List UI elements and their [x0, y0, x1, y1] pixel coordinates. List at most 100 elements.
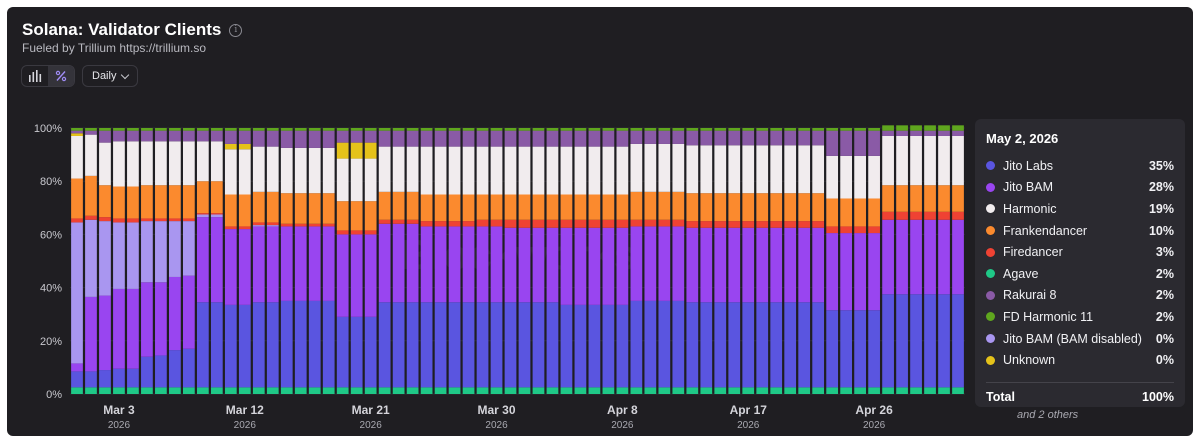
bar-segment	[490, 387, 503, 394]
bar-segment	[854, 310, 866, 388]
legend-item: Jito Labs 35%	[986, 155, 1174, 177]
bar-segment	[560, 304, 573, 388]
bar-segment	[406, 128, 419, 131]
bar-segment	[350, 201, 363, 231]
bar-segment	[560, 227, 573, 305]
bar-segment	[574, 387, 587, 394]
bar-segment	[672, 191, 685, 220]
bar-segment	[350, 316, 363, 388]
bar-segment	[812, 193, 825, 222]
bar-segment	[504, 194, 517, 220]
bar-segment	[420, 221, 433, 227]
bar-segment	[280, 223, 293, 227]
bar-segment	[210, 387, 223, 394]
bar-segment	[896, 135, 908, 186]
legend-item: Firedancer 3%	[986, 241, 1174, 263]
bar-segment	[784, 227, 797, 303]
info-icon[interactable]: i	[229, 23, 243, 37]
bar-segment	[910, 130, 922, 136]
legend-item-value: 28%	[1148, 180, 1174, 195]
bar-segment	[728, 221, 741, 228]
bar-segment	[588, 130, 601, 147]
bar-segment	[308, 130, 321, 148]
bar-segment	[266, 225, 279, 227]
bar-segment	[169, 130, 181, 142]
bar-segment	[448, 387, 461, 394]
bar-segment	[924, 135, 936, 186]
bar-column	[141, 128, 153, 394]
x-tick-year: 2026	[234, 420, 257, 431]
bar-segment	[141, 130, 153, 142]
bar-column	[700, 128, 713, 394]
tooltip-items: Jito Labs 35% Jito BAM 28% Harmonic 19% Franke…	[986, 155, 1174, 371]
bar-column	[882, 125, 894, 394]
bar-segment	[490, 219, 503, 227]
bar-segment	[630, 130, 643, 144]
bar-segment	[756, 302, 769, 388]
bar-segment	[322, 387, 335, 394]
bar-segment	[644, 191, 657, 220]
bar-segment	[616, 194, 629, 220]
interval-dropdown[interactable]: Daily	[82, 65, 139, 87]
bar-segment	[364, 316, 377, 388]
bar-segment	[169, 221, 181, 277]
bar-segment	[252, 128, 265, 131]
bar-segment	[420, 128, 433, 131]
bar-column	[224, 128, 237, 394]
bar-segment	[630, 300, 643, 388]
bar-segment	[392, 387, 405, 394]
bar-segment	[113, 186, 125, 219]
bar-segment	[252, 146, 265, 192]
bar-segment	[210, 302, 223, 388]
bar-segment	[252, 387, 265, 394]
bar-segment	[756, 227, 769, 303]
bar-segment	[728, 128, 741, 131]
legend-item: Unknown 0%	[986, 349, 1174, 371]
bar-segment	[141, 218, 153, 222]
percent-button[interactable]	[48, 66, 74, 86]
bar-segment	[224, 229, 237, 305]
y-tick-label: 60%	[40, 229, 62, 241]
bar-column	[378, 128, 391, 394]
legend-item-value: 35%	[1148, 158, 1174, 173]
bar-segment	[99, 217, 111, 222]
bar-column	[742, 128, 755, 394]
bar-segment	[784, 302, 797, 388]
bar-segment	[882, 211, 894, 220]
bar-segment	[462, 128, 475, 131]
bar-segment	[448, 221, 461, 227]
legend-item-name: Frankendancer	[1003, 223, 1088, 238]
bar-segment	[224, 143, 237, 150]
bar-chart-button[interactable]	[22, 66, 48, 86]
bar-segment	[378, 223, 391, 303]
bar-segment	[714, 145, 727, 194]
bar-segment	[504, 219, 517, 228]
bar-segment	[308, 128, 321, 131]
bar-segment	[868, 128, 880, 131]
bar-segment	[252, 130, 265, 147]
bar-segment	[141, 356, 153, 388]
bar-segment	[798, 302, 811, 388]
bar-segment	[616, 128, 629, 131]
tooltip-date: May 2, 2026	[986, 131, 1059, 146]
bar-segment	[462, 130, 475, 147]
bar-segment	[602, 387, 615, 394]
bar-chart-icon	[29, 70, 42, 82]
bar-segment	[728, 193, 741, 222]
bar-segment	[840, 233, 853, 311]
bar-segment	[826, 128, 839, 131]
bar-segment	[784, 193, 797, 222]
bar-segment	[322, 226, 335, 301]
bar-segment	[196, 130, 209, 142]
x-tick-label: Apr 26	[855, 403, 893, 417]
bar-segment	[630, 128, 643, 131]
bar-segment	[85, 128, 97, 131]
bar-segment	[854, 387, 866, 394]
bar-segment	[127, 368, 139, 388]
bar-segment	[686, 130, 699, 146]
bar-segment	[113, 141, 125, 187]
bar-segment	[476, 130, 489, 147]
bar-column	[826, 128, 839, 394]
bar-segment	[434, 194, 447, 222]
tooltip-divider	[986, 382, 1174, 383]
